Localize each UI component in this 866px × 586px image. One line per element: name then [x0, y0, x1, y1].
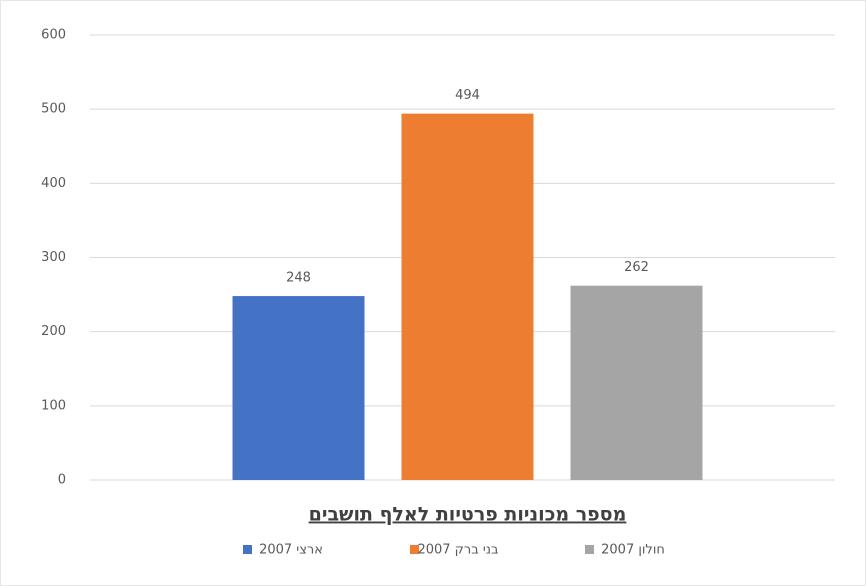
bar — [401, 113, 534, 480]
data-label: 248 — [286, 271, 311, 286]
y-tick-label: 400 — [41, 176, 66, 191]
y-tick-label: 300 — [41, 250, 66, 265]
legend-label: חולון 2007 — [601, 543, 665, 558]
legend-marker — [243, 545, 252, 554]
y-tick-label: 600 — [41, 28, 66, 43]
legend-label: בני ברק 2007 — [417, 543, 498, 558]
category-label: מספר מכוניות פרטיות לאלף תושבים — [309, 504, 627, 526]
bar — [232, 296, 365, 480]
y-tick-label: 200 — [41, 324, 66, 339]
bar — [570, 285, 703, 480]
y-tick-label: 500 — [41, 102, 66, 117]
legend-marker — [410, 545, 419, 554]
legend-marker — [585, 545, 594, 554]
data-label: 262 — [624, 260, 649, 275]
y-tick-label: 100 — [41, 398, 66, 413]
legend-label: ארצי 2007 — [259, 543, 323, 558]
y-tick-label: 0 — [58, 473, 66, 488]
data-label: 494 — [455, 88, 480, 103]
